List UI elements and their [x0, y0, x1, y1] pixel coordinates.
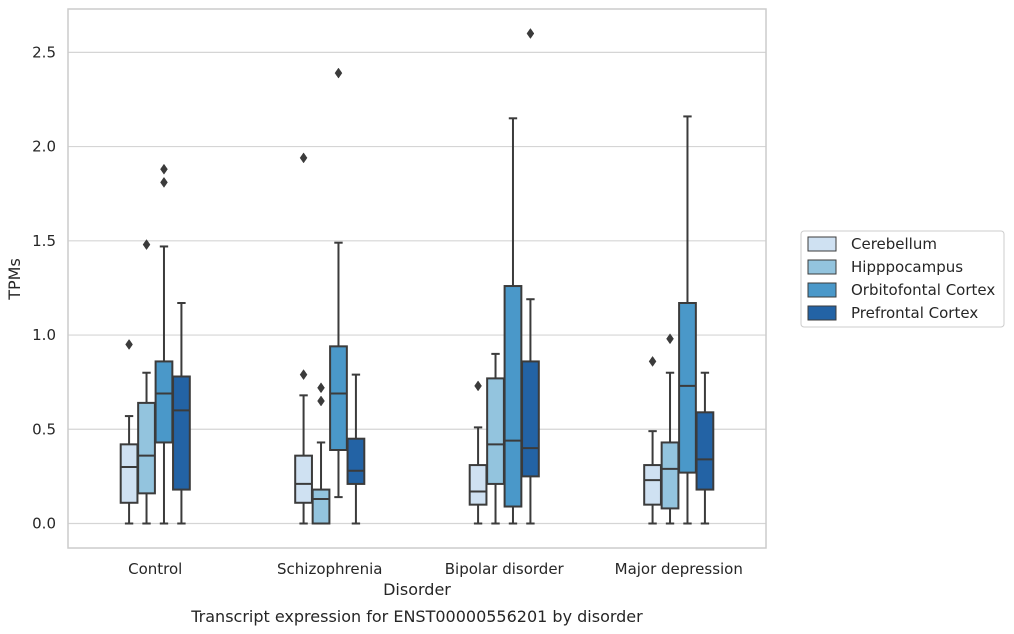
box-iqr: [137, 401, 156, 495]
outlier-point: [317, 382, 325, 394]
box-iqr: [119, 443, 139, 504]
box-iqr: [695, 411, 715, 491]
outlier-point: [474, 380, 482, 392]
y-tick-label: 2.5: [32, 43, 56, 61]
y-tick-label: 2.0: [32, 138, 56, 156]
outlier-point: [160, 163, 168, 175]
legend-label: Hipppocampus: [851, 258, 963, 276]
box-iqr: [294, 454, 313, 504]
box-hipppocampus-bipolar-disorder: [486, 352, 505, 525]
y-tick-label: 0.5: [32, 420, 56, 438]
box-hipppocampus-schizophrenia: [311, 382, 331, 525]
x-tick-label: Major depression: [615, 560, 743, 578]
outlier-point: [299, 369, 308, 381]
box-iqr: [154, 360, 174, 444]
outlier-point: [142, 239, 151, 251]
box-iqr: [521, 360, 540, 478]
outlier-point: [317, 395, 325, 407]
legend-swatch: [807, 259, 837, 275]
chart-caption: Transcript expression for ENST0000055620…: [190, 607, 643, 626]
x-tick-label: Control: [128, 560, 182, 578]
box-cerebellum-control: [119, 339, 139, 525]
box-iqr: [503, 285, 523, 508]
box-cerebellum-schizophrenia: [294, 152, 313, 525]
legend: Cerebellum Hipppocampus Orbitofontal Corte…: [800, 230, 1005, 328]
legend-label: Cerebellum: [851, 235, 937, 253]
box-orbitofontal-cortex-bipolar-disorder: [503, 117, 523, 525]
box-hipppocampus-major-depression: [660, 333, 680, 525]
legend-frame: [800, 230, 1005, 328]
x-axis-label: Disorder: [383, 580, 451, 599]
box-iqr: [346, 437, 366, 485]
x-tick-labels: Control Schizophrenia Bipolar disorder Majo…: [128, 560, 743, 578]
legend-swatch: [807, 305, 837, 321]
outlier-point: [648, 355, 657, 367]
outlier-point: [299, 152, 308, 164]
box-cerebellum-bipolar-disorder: [468, 380, 488, 525]
outlier-point: [125, 339, 133, 350]
y-tick-labels: 0.0 0.5 1.0 1.5 2.0 2.5: [32, 43, 56, 532]
y-tick-label: 0.0: [32, 515, 56, 533]
box-iqr: [486, 377, 505, 485]
box-series-group: [119, 28, 715, 525]
box-iqr: [329, 345, 348, 452]
box-prefrontal-cortex-major-depression: [695, 371, 715, 525]
box-iqr: [678, 302, 697, 474]
box-hipppocampus-control: [137, 239, 156, 525]
box-cerebellum-major-depression: [643, 355, 662, 525]
box-orbitofontal-cortex-schizophrenia: [329, 67, 348, 499]
box-iqr: [660, 441, 680, 510]
box-iqr: [172, 375, 191, 491]
outlier-point: [334, 67, 343, 79]
outlier-point: [666, 333, 674, 345]
legend-label: Prefrontal Cortex: [851, 304, 978, 322]
y-axis-label: TPMs: [5, 258, 24, 301]
legend-label: Orbitofontal Cortex: [851, 281, 995, 299]
box-prefrontal-cortex-schizophrenia: [346, 373, 366, 525]
outlier-point: [160, 176, 168, 188]
plot-frame: [67, 8, 767, 549]
box-iqr: [468, 464, 488, 506]
box-orbitofontal-cortex-major-depression: [678, 115, 697, 525]
outlier-point: [526, 28, 535, 39]
x-tick-label: Schizophrenia: [277, 560, 382, 578]
y-tick-label: 1.0: [32, 326, 56, 344]
legend-swatch: [807, 282, 837, 298]
x-tick-label: Bipolar disorder: [445, 560, 565, 578]
box-iqr: [311, 488, 331, 525]
box-prefrontal-cortex-bipolar-disorder: [521, 28, 540, 525]
box-iqr: [643, 464, 662, 506]
y-tick-label: 1.5: [32, 232, 56, 250]
box-prefrontal-cortex-control: [172, 302, 191, 525]
box-orbitofontal-cortex-control: [154, 163, 174, 525]
legend-swatch: [807, 236, 837, 252]
